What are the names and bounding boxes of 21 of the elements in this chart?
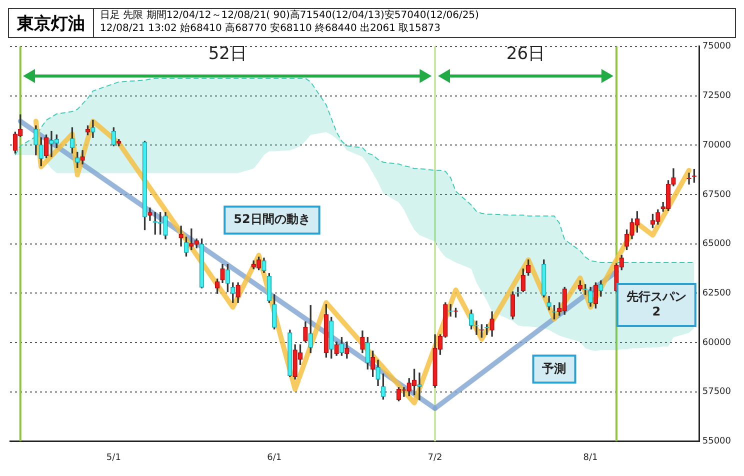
chart-subtitle: 日足 先限 期間12/04/12～12/08/21( 90)高71540(12/04/13)安57040(12/06/25) (100, 9, 479, 22)
y-tick-label: 72500 (702, 91, 732, 102)
y-tick-label: 55000 (702, 436, 732, 447)
y-tick-label: 57500 (702, 387, 732, 398)
x-tick-label: 5/1 (106, 452, 121, 463)
chart-title: 東京灯油 (9, 9, 94, 37)
text: 12/08/21 13:02 始68410 高68770 安68110 終68440 出2061 取15873 (100, 22, 442, 35)
annotation: 予測 (541, 361, 566, 376)
annotation: 52日 (207, 44, 248, 64)
y-tick-label: 70000 (702, 140, 732, 150)
x-tick-label: 8/1 (583, 452, 598, 463)
y-tick-label: 62500 (702, 288, 732, 298)
x-tick-label: 7/2 (428, 452, 442, 463)
x-tick-label: 6/1 (267, 452, 282, 463)
y-tick-label: 75000 (702, 42, 732, 52)
annotation: 26日 (505, 44, 546, 64)
annotation: 52日間の動き (234, 212, 310, 226)
y-tick-label: 65000 (702, 239, 732, 250)
y-tick-label: 60000 (702, 338, 732, 348)
annotation: 先行スパン 2 (625, 290, 686, 319)
y-tick-label: 67500 (702, 190, 732, 200)
